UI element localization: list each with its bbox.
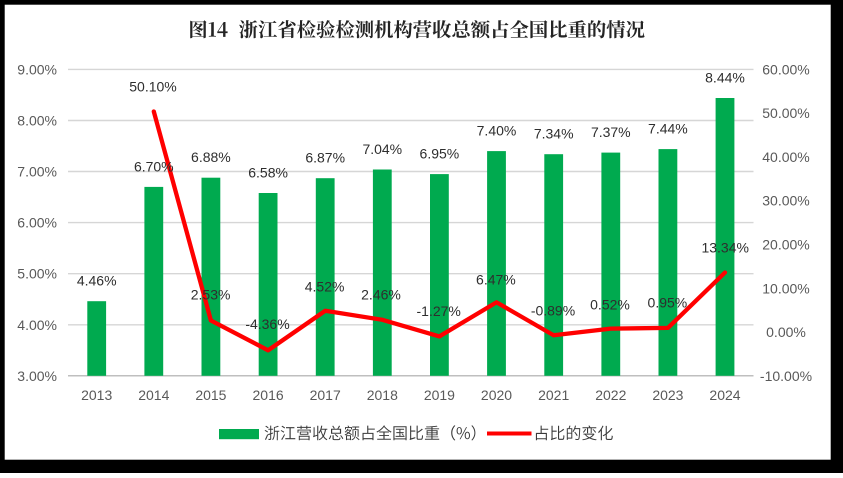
svg-text:2014: 2014: [138, 387, 169, 403]
svg-text:2017: 2017: [310, 387, 341, 403]
svg-text:2013: 2013: [81, 387, 112, 403]
svg-text:6.58%: 6.58%: [248, 165, 288, 181]
svg-text:7.44%: 7.44%: [648, 121, 688, 137]
svg-text:5.00%: 5.00%: [17, 266, 57, 282]
svg-text:6.95%: 6.95%: [420, 146, 460, 162]
svg-text:60.00%: 60.00%: [762, 61, 809, 77]
svg-text:4.46%: 4.46%: [77, 273, 117, 289]
svg-text:-1.27%: -1.27%: [417, 303, 461, 319]
svg-text:9.00%: 9.00%: [17, 61, 57, 77]
svg-text:7.37%: 7.37%: [591, 124, 631, 140]
svg-text:-0.89%: -0.89%: [531, 302, 575, 318]
svg-text:2.53%: 2.53%: [191, 287, 231, 303]
svg-text:4.52%: 4.52%: [305, 279, 345, 295]
svg-text:2.46%: 2.46%: [361, 287, 401, 303]
svg-text:0.95%: 0.95%: [648, 294, 688, 310]
svg-text:2019: 2019: [424, 387, 455, 403]
svg-text:6.47%: 6.47%: [476, 272, 516, 288]
svg-text:2020: 2020: [481, 387, 512, 403]
svg-text:0.00%: 0.00%: [766, 324, 806, 340]
svg-text:7.40%: 7.40%: [477, 123, 517, 139]
svg-text:2018: 2018: [367, 387, 398, 403]
svg-text:2015: 2015: [195, 387, 226, 403]
svg-text:-10.00%: -10.00%: [760, 368, 812, 384]
svg-text:0.52%: 0.52%: [590, 296, 630, 312]
svg-text:7.00%: 7.00%: [17, 164, 57, 180]
svg-text:7.34%: 7.34%: [534, 126, 574, 142]
svg-text:13.34%: 13.34%: [701, 240, 748, 256]
svg-text:4.00%: 4.00%: [17, 317, 57, 333]
svg-text:6.88%: 6.88%: [191, 149, 231, 165]
svg-text:-4.36%: -4.36%: [245, 316, 289, 332]
svg-text:2023: 2023: [652, 387, 683, 403]
svg-text:8.44%: 8.44%: [705, 70, 745, 86]
svg-text:3.00%: 3.00%: [17, 368, 57, 384]
svg-text:10.00%: 10.00%: [762, 280, 809, 296]
svg-text:2024: 2024: [709, 387, 740, 403]
svg-text:8.00%: 8.00%: [17, 113, 57, 129]
svg-text:7.04%: 7.04%: [362, 141, 402, 157]
svg-text:2022: 2022: [595, 387, 626, 403]
svg-text:6.87%: 6.87%: [305, 150, 345, 166]
svg-text:2016: 2016: [253, 387, 284, 403]
svg-text:20.00%: 20.00%: [762, 237, 809, 253]
svg-text:6.70%: 6.70%: [134, 158, 174, 174]
svg-text:30.00%: 30.00%: [762, 193, 809, 209]
svg-text:6.00%: 6.00%: [17, 215, 57, 231]
svg-text:2021: 2021: [538, 387, 569, 403]
svg-text:50.10%: 50.10%: [129, 79, 176, 95]
svg-text:50.00%: 50.00%: [762, 105, 809, 121]
svg-text:40.00%: 40.00%: [762, 149, 809, 165]
